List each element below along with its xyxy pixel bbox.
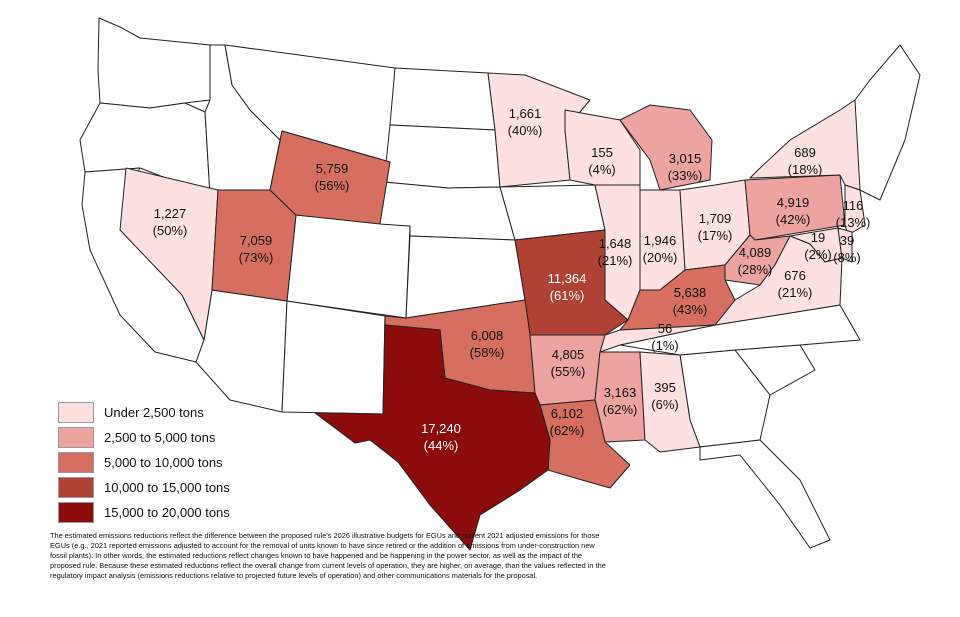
label-missouri-value: 11,364: [548, 271, 587, 286]
state-texas: [314, 315, 551, 551]
label-indiana-pct: (20%): [643, 250, 678, 265]
state-north-dakota: [389, 67, 496, 131]
legend-item: 2,500 to 5,000 tons: [58, 425, 278, 450]
label-new-jersey-value: 116: [843, 198, 864, 213]
state-new-england: [849, 44, 921, 201]
label-new-york-value: 689: [794, 145, 816, 160]
label-alabama-pct: (6%): [651, 397, 678, 412]
label-texas-pct: (44%): [424, 438, 459, 453]
label-wisconsin-value: 155: [591, 145, 613, 160]
label-virginia-pct: (21%): [778, 285, 813, 300]
legend-label: Under 2,500 tons: [104, 405, 204, 420]
label-delaware-value: 39: [840, 233, 854, 248]
label-missouri-pct: (61%): [550, 288, 585, 303]
label-virginia-value: 676: [784, 268, 806, 283]
label-mississippi-value: 3,163: [604, 385, 637, 400]
state-arizona: [195, 289, 288, 413]
label-minnesota-value: 1,661: [509, 106, 542, 121]
label-oklahoma-value: 6,008: [471, 328, 504, 343]
state-delaware: [837, 227, 853, 263]
label-wyoming-value: 5,759: [316, 161, 349, 176]
label-arkansas-pct: (55%): [551, 364, 586, 379]
state-wyoming: [269, 130, 391, 225]
footnote: The estimated emissions reductions refle…: [50, 531, 606, 580]
state-florida: [699, 439, 831, 549]
label-west-virginia-pct: (28%): [738, 262, 773, 277]
legend-label: 5,000 to 10,000 tons: [104, 455, 223, 470]
label-utah-pct: (73%): [239, 250, 274, 265]
state-new-jersey: [844, 184, 866, 236]
label-michigan-pct: (33%): [668, 168, 703, 183]
state-labels: 1,227 (50%) 7,059 (73%) 5,759 (56%) 1,66…: [153, 106, 871, 453]
legend-label: 15,000 to 20,000 tons: [104, 505, 230, 520]
label-utah-value: 7,059: [240, 233, 273, 248]
label-pennsylvania-pct: (42%): [776, 212, 811, 227]
state-colorado: [286, 214, 411, 319]
label-nevada-pct: (50%): [153, 223, 188, 238]
legend-swatch: [58, 452, 94, 473]
label-nevada-value: 1,227: [154, 206, 187, 221]
state-south-dakota: [383, 124, 501, 189]
legend-swatch: [58, 477, 94, 498]
label-ohio-pct: (17%): [698, 228, 733, 243]
state-new-mexico: [281, 300, 386, 415]
label-illinois-pct: (21%): [598, 253, 633, 268]
legend-item: 5,000 to 10,000 tons: [58, 450, 278, 475]
state-washington: [97, 17, 211, 109]
legend-swatch: [58, 427, 94, 448]
label-louisiana-pct: (62%): [550, 423, 585, 438]
label-louisiana-value: 6,102: [551, 406, 584, 421]
label-tennessee-pct: (1%): [651, 338, 678, 353]
label-kentucky-pct: (43%): [673, 302, 708, 317]
legend-item: 15,000 to 20,000 tons: [58, 500, 278, 525]
label-minnesota-pct: (40%): [508, 123, 543, 138]
state-tennessee: [599, 324, 716, 353]
label-wyoming-pct: (56%): [315, 178, 350, 193]
label-ohio-value: 1,709: [699, 211, 732, 226]
label-mississippi-pct: (62%): [603, 402, 638, 417]
label-delaware-pct: (8%): [833, 250, 860, 265]
label-arkansas-value: 4,805: [552, 347, 585, 362]
legend-label: 2,500 to 5,000 tons: [104, 430, 216, 445]
label-tennessee-value: 56: [658, 321, 672, 336]
label-wisconsin-pct: (4%): [588, 162, 615, 177]
legend-label: 10,000 to 15,000 tons: [104, 480, 230, 495]
label-maryland-pct: (2%): [804, 247, 831, 262]
label-texas-value: 17,240: [421, 421, 461, 436]
label-west-virginia-value: 4,089: [739, 245, 772, 260]
label-indiana-value: 1,946: [644, 233, 677, 248]
legend-item: 10,000 to 15,000 tons: [58, 475, 278, 500]
shaded-states: [119, 72, 866, 551]
state-michigan: [619, 104, 713, 191]
label-illinois-value: 1,648: [599, 236, 632, 251]
map-legend: Under 2,500 tons 2,500 to 5,000 tons 5,0…: [58, 400, 278, 525]
unshaded-states: [79, 17, 921, 549]
state-utah: [211, 189, 297, 302]
label-pennsylvania-value: 4,919: [777, 195, 810, 210]
label-oklahoma-pct: (58%): [470, 345, 505, 360]
label-michigan-value: 3,015: [669, 151, 702, 166]
label-new-jersey-pct: (13%): [836, 215, 871, 230]
legend-swatch: [58, 502, 94, 523]
label-kentucky-value: 5,638: [674, 285, 707, 300]
label-maryland-value: 19: [811, 230, 825, 245]
label-new-york-pct: (18%): [788, 162, 823, 177]
state-alabama: [639, 351, 701, 453]
label-alabama-value: 395: [654, 380, 676, 395]
legend-swatch: [58, 402, 94, 423]
legend-item: Under 2,500 tons: [58, 400, 278, 425]
